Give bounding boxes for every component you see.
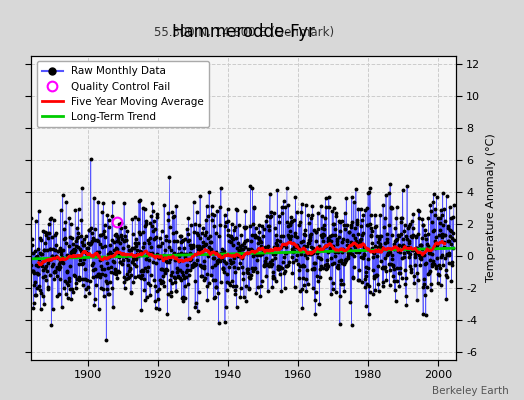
Y-axis label: Temperature Anomaly (°C): Temperature Anomaly (°C) [486, 134, 496, 282]
Title: Hammerodde-Fyr: Hammerodde-Fyr [172, 22, 315, 40]
Text: 55.300 N, 14.800 E (Denmark): 55.300 N, 14.800 E (Denmark) [154, 26, 334, 39]
Legend: Raw Monthly Data, Quality Control Fail, Five Year Moving Average, Long-Term Tren: Raw Monthly Data, Quality Control Fail, … [37, 61, 209, 127]
Text: Berkeley Earth: Berkeley Earth [432, 386, 508, 396]
